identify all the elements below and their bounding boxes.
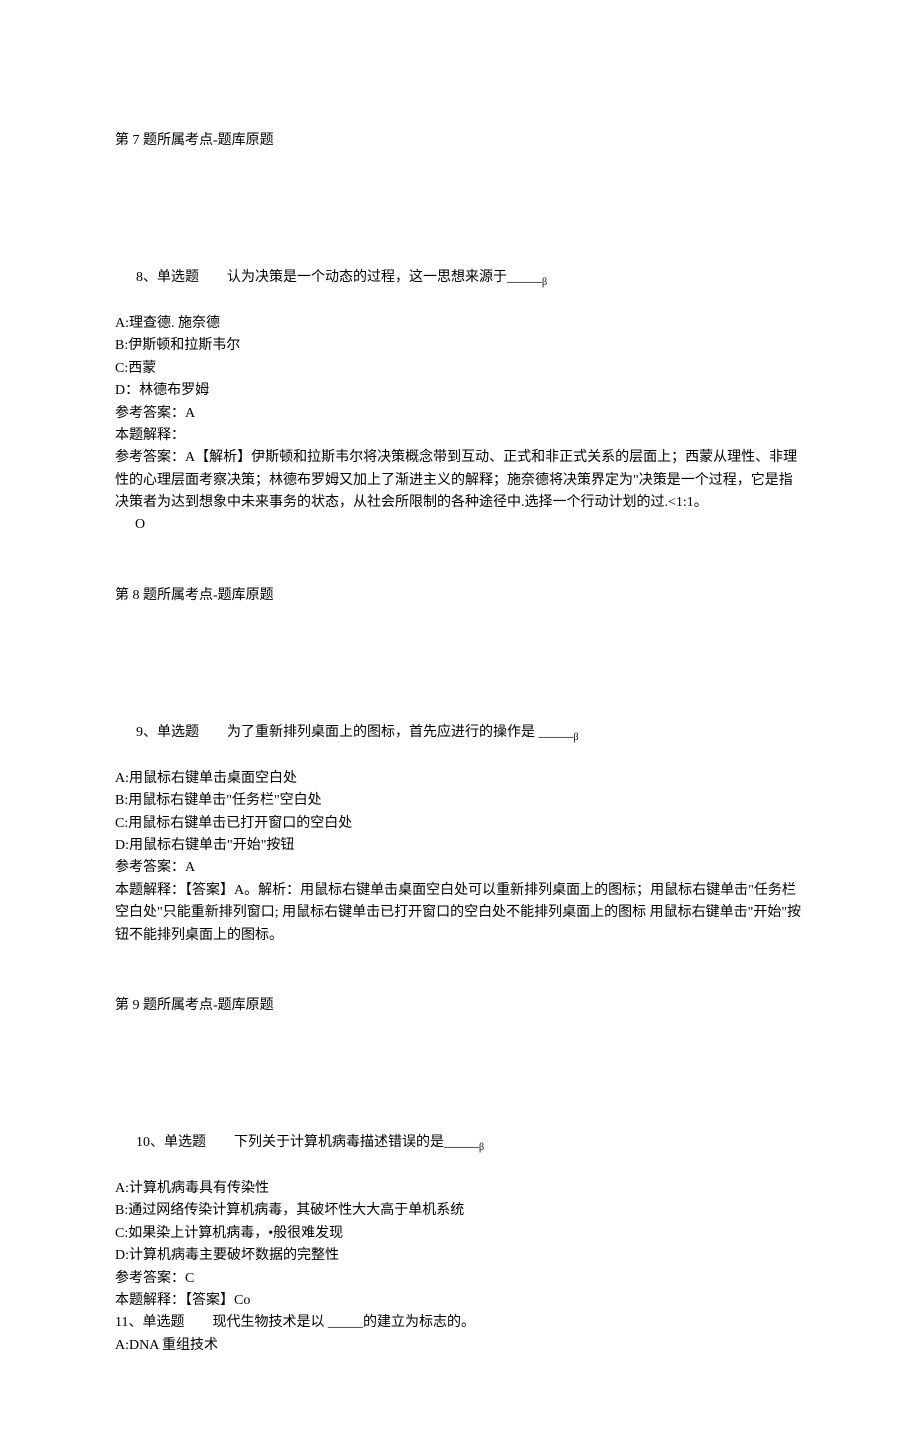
q10-section: 10、单选题 下列关于计算机病毒描述错误的是_____β A:计算机病毒具有传染… [115,1109,805,1312]
q8-topic: 第 8 题所属考点-题库原题 [115,585,805,607]
q11-section: 11、单选题 现代生物技术是以 _____的建立为标志的。 A:DNA 重组技术 [115,1312,805,1357]
q7-topic: 第 7 题所属考点-题库原题 [115,130,805,152]
q11-option-a: A:DNA 重组技术 [115,1335,805,1357]
q8-explain-text: 参考答案：A【解析】伊斯顿和拉斯韦尔将决策概念带到互动、正式和非正式关系的层面上… [115,447,805,514]
q8-explain-label: 本题解释： [115,425,805,447]
q9-blank-sub: β [574,731,579,742]
q9-topic: 第 9 题所属考点-题库原题 [115,995,805,1017]
q10-option-c: C:如果染上计算机病毒，•般很难发现 [115,1223,805,1245]
q10-header-text: 10、单选题 下列关于计算机病毒描述错误的是_____ [136,1135,479,1150]
q8-header: 8、单选题 认为决策是一个动态的过程，这一思想来源于_____β [115,244,805,313]
q8-option-a: A:理查德. 施奈德 [115,313,805,335]
q9-option-b: B:用鼠标右键单击"任务栏"空白处 [115,790,805,812]
q9-answer: 参考答案：A [115,857,805,879]
q7-topic-section: 第 7 题所属考点-题库原题 [115,130,805,152]
q9-option-a: A:用鼠标右键单击桌面空白处 [115,768,805,790]
q10-answer: 参考答案：C [115,1268,805,1290]
q8-blank-sub: β [542,277,547,288]
q8-option-d: D：林德布罗姆 [115,380,805,402]
q8-header-text: 8、单选题 认为决策是一个动态的过程，这一思想来源于_____ [136,270,542,285]
q11-header: 11、单选题 现代生物技术是以 _____的建立为标志的。 [115,1312,805,1334]
q9-option-d: D:用鼠标右键单击"开始"按钮 [115,835,805,857]
q10-option-d: D:计算机病毒主要破坏数据的完整性 [115,1245,805,1267]
q10-blank-sub: β [479,1142,484,1153]
q10-explain: 本题解释：【答案】Co [115,1290,805,1312]
q8-option-c: C:西蒙 [115,358,805,380]
document-body: 第 7 题所属考点-题库原题 8、单选题 认为决策是一个动态的过程，这一思想来源… [115,130,805,1357]
q9-header: 9、单选题 为了重新排列桌面上的图标，首先应进行的操作是 _____β [115,699,805,768]
q9-section: 9、单选题 为了重新排列桌面上的图标，首先应进行的操作是 _____β A:用鼠… [115,699,805,1017]
q9-option-c: C:用鼠标右键单击已打开窗口的空白处 [115,813,805,835]
q8-trail: O [115,514,805,536]
q10-option-b: B:通过网络传染计算机病毒，其破坏性大大高于单机系统 [115,1200,805,1222]
q10-header: 10、单选题 下列关于计算机病毒描述错误的是_____β [115,1109,805,1178]
q9-explain: 本题解释：【答案】A。解析：用鼠标右键单击桌面空白处可以重新排列桌面上的图标；用… [115,880,805,947]
q8-answer: 参考答案：A [115,403,805,425]
q9-header-text: 9、单选题 为了重新排列桌面上的图标，首先应进行的操作是 _____ [136,725,574,740]
q8-section: 8、单选题 认为决策是一个动态的过程，这一思想来源于_____β A:理查德. … [115,244,805,607]
q8-option-b: B:伊斯顿和拉斯韦尔 [115,335,805,357]
q10-option-a: A:计算机病毒具有传染性 [115,1178,805,1200]
